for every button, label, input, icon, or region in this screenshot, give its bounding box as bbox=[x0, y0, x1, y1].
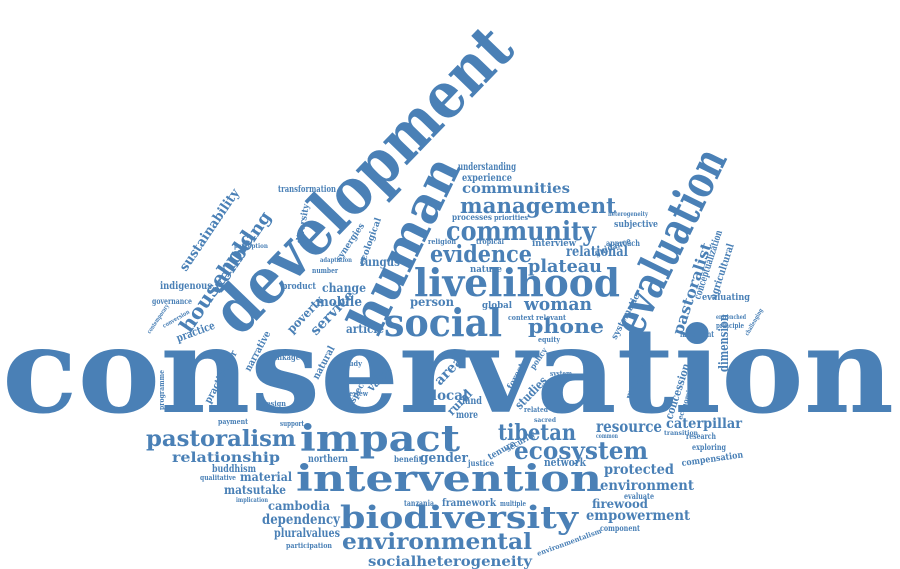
word-communities: communities bbox=[462, 181, 570, 197]
word-relationship: relationship bbox=[172, 450, 280, 466]
word-livelihood: livelihood bbox=[414, 260, 620, 305]
word-management: management bbox=[460, 193, 616, 218]
word-resource: resource bbox=[596, 417, 662, 436]
word-evaluate: evaluate bbox=[624, 491, 654, 501]
word-person: person bbox=[410, 295, 454, 309]
word-common: common bbox=[596, 433, 618, 440]
word-local: local bbox=[432, 388, 468, 404]
word-buddhism: buddhism bbox=[212, 464, 256, 475]
word-network: network bbox=[544, 456, 586, 469]
word-governance: governance bbox=[152, 296, 192, 306]
word-gender: gender bbox=[420, 451, 468, 466]
word-material: material bbox=[240, 470, 292, 484]
word-important: important bbox=[680, 329, 714, 339]
word-phone: phone bbox=[528, 314, 604, 338]
word-priorities: priorities bbox=[494, 213, 528, 222]
word-adaptation: adaptation bbox=[320, 257, 353, 264]
word-design: design bbox=[262, 399, 286, 408]
word-justice: justice bbox=[467, 458, 494, 468]
word-socialheterogeneity: socialheterogeneity bbox=[368, 554, 533, 569]
word-programme: programme bbox=[157, 370, 166, 410]
word-perception: perception bbox=[234, 243, 269, 250]
word-participation: participation bbox=[286, 541, 332, 550]
word-transformation: transformation bbox=[278, 185, 336, 195]
word-pluralvalues: pluralvalues bbox=[274, 526, 340, 540]
word-religion: religion bbox=[428, 237, 456, 246]
word-conservation: conservation bbox=[2, 301, 894, 440]
word-transition: transition bbox=[664, 430, 699, 437]
word-tibetan: tibetan bbox=[498, 420, 576, 446]
word-experience: experience bbox=[462, 173, 512, 184]
word-subjective: subjective bbox=[614, 220, 658, 230]
word-tanzania: tanzania bbox=[404, 498, 434, 508]
word-global: global bbox=[482, 301, 513, 311]
word-biodiversity: biodiversity bbox=[340, 500, 579, 536]
word-relevant: relevant bbox=[536, 313, 567, 322]
word-system: system bbox=[550, 369, 572, 378]
word-relational: relational bbox=[566, 244, 628, 260]
word-component: component bbox=[600, 523, 640, 533]
word-woman: woman bbox=[523, 294, 592, 315]
word-plateau: plateau bbox=[528, 256, 602, 277]
word-framework: framework bbox=[442, 498, 497, 509]
word-pastoralism: pastoralism bbox=[146, 426, 296, 452]
word-equity: equity bbox=[538, 335, 561, 344]
word-support: support bbox=[280, 419, 305, 428]
word-entrenched: entrenched bbox=[716, 314, 747, 321]
word-impact: impact bbox=[300, 418, 460, 460]
word-dimension: dimension bbox=[717, 314, 732, 372]
word-review: review bbox=[346, 389, 369, 398]
word-cambodia: cambodia bbox=[268, 499, 330, 513]
word-dependency: dependency bbox=[262, 512, 341, 528]
word-benefit: benefit bbox=[394, 454, 422, 464]
word-linkage: linkage bbox=[272, 352, 300, 362]
word-payment: payment bbox=[218, 417, 249, 426]
word-study: study bbox=[342, 359, 363, 368]
word-land: land bbox=[462, 396, 482, 407]
word-article: article bbox=[346, 322, 384, 336]
word-approach: approach bbox=[606, 238, 640, 248]
word-change: change bbox=[322, 281, 366, 295]
word-environmental: environmental bbox=[342, 529, 532, 555]
word-sacred: sacred bbox=[534, 417, 557, 424]
word-northern: northern bbox=[308, 454, 349, 465]
word-fungus: fungus bbox=[360, 255, 400, 269]
word-implication: implication bbox=[236, 497, 269, 504]
word-principle: principle bbox=[716, 321, 744, 330]
word-evidence: evidence bbox=[430, 241, 532, 268]
word-firewood: firewood bbox=[592, 497, 649, 511]
word-product: product bbox=[282, 282, 317, 292]
word-more: more bbox=[456, 410, 478, 421]
word-intervention: intervention bbox=[296, 458, 602, 500]
word-mobile: mobile bbox=[316, 295, 362, 310]
word-heterogeneity: heterogeneity bbox=[608, 211, 648, 218]
word-matsutake: matsutake bbox=[224, 483, 286, 497]
word-evaluating: evaluating bbox=[702, 293, 751, 303]
word-understanding: understanding bbox=[458, 162, 516, 173]
word-qualitative: qualitative bbox=[200, 473, 236, 482]
word-compensation: compensation bbox=[681, 450, 744, 469]
word-exploring: exploring bbox=[692, 442, 726, 452]
word-protected: protected bbox=[604, 462, 674, 478]
word-nature: nature bbox=[470, 265, 502, 275]
word-ecosystem: ecosystem bbox=[514, 436, 648, 465]
word-processes: processes bbox=[452, 212, 492, 222]
word-related: related bbox=[524, 405, 548, 414]
word-community: community bbox=[446, 217, 597, 247]
word-interview: interview bbox=[532, 239, 576, 249]
word-environment: environment bbox=[600, 478, 694, 494]
word-multiple: multiple bbox=[500, 499, 526, 508]
word-tropical: tropical bbox=[476, 237, 504, 246]
word-social: social bbox=[384, 300, 502, 345]
word-china: china bbox=[346, 377, 366, 386]
word-research: research bbox=[686, 431, 716, 441]
word-indigenous: indigenous bbox=[160, 281, 212, 292]
word-caterpillar: caterpillar bbox=[666, 416, 743, 432]
word-context: context bbox=[508, 313, 535, 322]
word-empowerment: empowerment bbox=[586, 508, 690, 524]
word-number: number bbox=[312, 266, 338, 275]
